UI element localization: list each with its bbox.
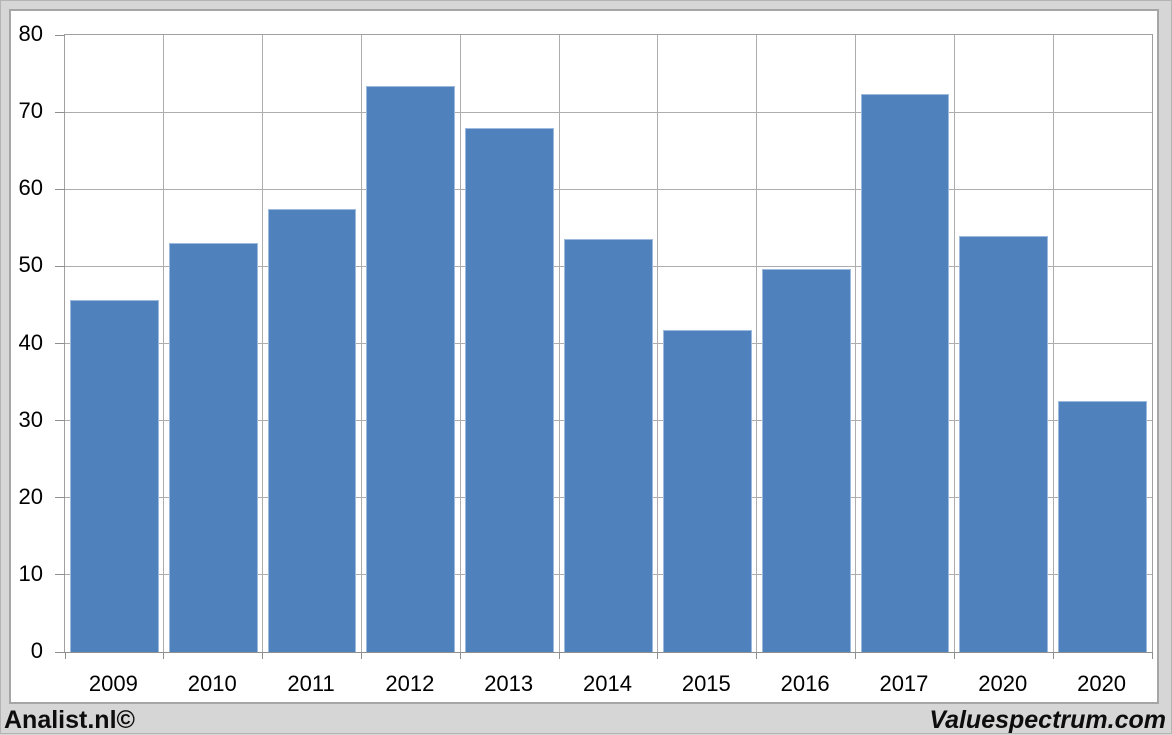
v-gridline [855, 35, 857, 652]
y-axis-tick-label: 30 [18, 406, 43, 432]
x-tick [262, 652, 264, 659]
x-tick [360, 652, 362, 659]
bar-2014 [564, 238, 653, 652]
bar-2011 [267, 209, 357, 652]
bar-2020 [959, 236, 1049, 652]
brand-analist: Analist.nl© [4, 705, 135, 734]
x-tick [1052, 652, 1054, 659]
y-axis-tick-label: 10 [18, 560, 43, 586]
x-tick [64, 652, 66, 659]
bar-2009 [70, 300, 159, 652]
x-tick [953, 652, 955, 659]
v-gridline [558, 35, 560, 652]
bar-2016 [761, 269, 851, 652]
bar-2020 [1058, 400, 1147, 652]
bar-2015 [662, 330, 752, 652]
brand-valuespectrum: Valuespectrum.com [929, 705, 1166, 734]
x-axis-tick-label: 2013 [484, 671, 534, 696]
y-tick [55, 265, 65, 267]
bar-2013 [465, 127, 555, 652]
x-axis-tick-label: 2017 [879, 671, 929, 696]
x-tick [558, 652, 560, 659]
y-tick [55, 420, 65, 422]
x-axis-tick-label: 2012 [385, 671, 435, 696]
x-tick [657, 652, 659, 659]
x-tick [756, 652, 758, 659]
v-gridline [163, 35, 165, 652]
bar-2010 [168, 243, 258, 652]
x-tick [855, 652, 857, 659]
x-axis-tick-label: 2010 [187, 671, 237, 696]
chart-canvas: 0 10 20 30 40 50 60 70 80 2009 2010 2011 2012 2013 20… [9, 9, 1159, 704]
y-tick [55, 497, 65, 499]
v-gridline [262, 35, 264, 652]
y-axis-tick-label: 80 [18, 21, 43, 46]
x-axis-tick-label: 2020 [978, 671, 1028, 696]
y-tick [55, 111, 65, 113]
y-axis-tick-label: 20 [18, 483, 43, 509]
x-tick [1151, 652, 1153, 659]
footer: Analist.nl© Valuespectrum.com [1, 705, 1171, 735]
v-gridline [756, 35, 758, 652]
bar-2017 [860, 94, 950, 652]
x-tick [459, 652, 461, 659]
x-axis-tick-label: 2014 [583, 671, 632, 696]
y-tick [55, 574, 65, 576]
y-tick [55, 34, 65, 36]
x-axis-tick-label: 2015 [681, 671, 731, 696]
v-gridline [459, 35, 461, 652]
y-axis-tick-label: 70 [18, 98, 43, 124]
y-axis-tick-label: 40 [18, 329, 43, 355]
v-gridline [657, 35, 659, 652]
h-gridline [65, 188, 1152, 190]
x-axis-tick-label: 2020 [1077, 671, 1127, 696]
y-tick [55, 343, 65, 344]
v-gridline [953, 35, 955, 652]
x-axis-tick-label: 2009 [88, 671, 138, 696]
y-axis-tick-label: 50 [18, 252, 43, 278]
y-axis-tick-label: 0 [30, 638, 43, 663]
bar-2012 [366, 85, 456, 652]
plot-area [55, 34, 1153, 659]
y-axis-tick-label: 60 [18, 175, 43, 201]
v-gridline [1052, 35, 1054, 652]
x-axis-tick-label: 2011 [287, 671, 335, 696]
v-gridline [360, 35, 362, 652]
y-tick [55, 651, 65, 653]
y-tick [55, 188, 65, 190]
x-axis-tick-label: 2016 [780, 671, 830, 696]
h-gridline [65, 111, 1152, 113]
x-tick [163, 652, 165, 659]
